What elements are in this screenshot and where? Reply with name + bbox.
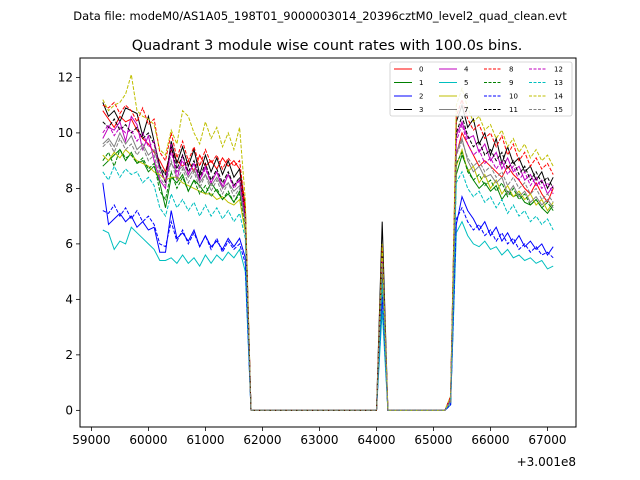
legend-label-3: 3 [419,106,423,114]
plot-frame [79,57,577,428]
y-axis: 0 2 4 6 8 10 12 [58,70,80,417]
x-tick-label: 64000 [357,433,395,447]
series-line-14 [102,74,554,411]
legend-label-9: 9 [509,79,513,87]
series-line-12 [102,122,554,411]
legend-label-1: 1 [419,79,423,87]
x-tick-label: 66000 [471,433,509,447]
series-layer [102,74,554,411]
figure-suptitle: Data file: modeM0/AS1A05_198T01_90000030… [73,9,567,23]
y-tick-label: 6 [65,237,73,251]
legend-label-8: 8 [509,66,513,74]
legend-label-15: 15 [554,106,563,114]
x-tick-label: 62000 [243,433,281,447]
x-offset-label: +3.001e8 [517,455,576,469]
x-tick-label: 63000 [300,433,338,447]
y-tick-label: 2 [65,348,73,362]
series-line-11 [102,114,554,411]
legend-label-11: 11 [509,106,518,114]
x-tick-label: 65000 [414,433,452,447]
x-tick-label: 61000 [186,433,224,447]
series-line-13 [102,165,554,411]
y-tick-label: 4 [65,292,73,306]
legend-box [389,61,573,117]
legend-label-2: 2 [419,93,423,101]
legend-label-10: 10 [509,93,518,101]
x-tick-label: 67000 [528,433,566,447]
legend-label-14: 14 [554,93,563,101]
y-tick-label: 10 [58,126,73,140]
chart-title: Quadrant 3 module wise count rates with … [132,38,523,54]
y-tick-label: 8 [65,181,73,195]
legend-label-6: 6 [464,93,469,101]
legend-label-12: 12 [554,66,563,74]
legend-label-0: 0 [419,66,423,74]
legend-label-5: 5 [464,79,468,87]
legend-label-4: 4 [464,66,469,74]
legend-label-13: 13 [554,79,563,87]
series-line-9 [102,148,554,411]
x-tick-label: 60000 [129,433,167,447]
x-tick-label: 59000 [72,433,110,447]
legend-label-7: 7 [464,106,468,114]
y-tick-label: 12 [58,70,73,84]
x-axis: 59000 60000 61000 62000 63000 64000 65000 66000… [72,427,567,447]
y-tick-label: 0 [65,403,73,417]
series-line-15 [102,137,554,411]
